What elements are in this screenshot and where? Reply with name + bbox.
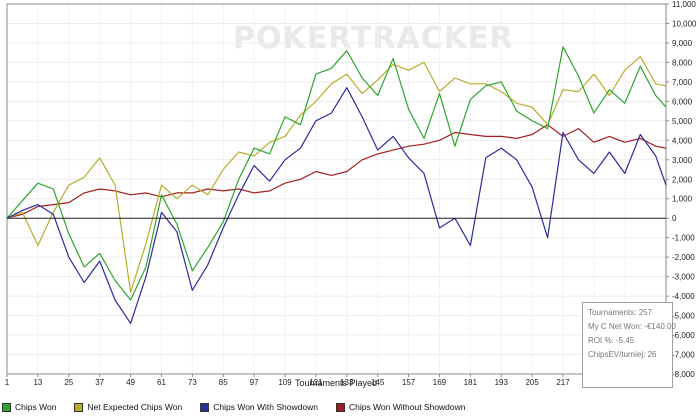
y-tick-label: -3,000 [672, 273, 695, 282]
x-tick-label: 13 [33, 378, 42, 387]
y-tick-label: -5,000 [672, 312, 695, 321]
legend-swatch [335, 402, 345, 412]
x-tick-label: 157 [402, 378, 416, 387]
stat-net-won: My C Net Won: -€140.00 [588, 322, 676, 331]
stat-chips-ev: ChipsEV/turniej: 26 [588, 350, 657, 359]
legend-label: Chips Won [15, 402, 57, 412]
grid [6, 3, 667, 375]
plot-frame [6, 3, 667, 375]
x-tick-label: 85 [219, 378, 228, 387]
legend-item: Chips Won With Showdown [200, 402, 318, 412]
legend-swatch [74, 402, 84, 412]
legend-label: Chips Won Without Showdown [348, 402, 466, 412]
legend-swatch [2, 402, 11, 412]
legend-label: Net Expected Chips Won [87, 402, 183, 412]
y-tick-label: 8,000 [672, 58, 693, 67]
x-tick-label: 121 [309, 378, 323, 387]
watermark: POKERTRACKER [233, 21, 514, 56]
x-axis-title: Tournaments Played [295, 378, 377, 388]
x-tick-label: 61 [157, 378, 166, 387]
series-line-chips-won-without-showdown [6, 124, 667, 219]
x-tick-label: 145 [371, 378, 385, 387]
series-line-chips-won-with-showdown [6, 87, 667, 324]
legend-swatch [200, 402, 210, 412]
series-layer [6, 46, 667, 324]
x-tick-label: 73 [188, 378, 197, 387]
y-axis: 11,000 10,000 9,000 8,000 7,000 6,000 5,000 4,0… [666, 0, 697, 379]
x-tick-label: 109 [278, 378, 292, 387]
y-tick-label: -1,000 [672, 234, 695, 243]
x-tick-label: 37 [95, 378, 104, 387]
x-tick-label: 25 [64, 378, 73, 387]
x-tick-label: 217 [556, 378, 570, 387]
x-tick-label: 1 [5, 378, 10, 387]
y-tick-label: -4,000 [672, 292, 695, 301]
legend-label: Chips Won With Showdown [213, 402, 318, 412]
legend-item: Chips Won [2, 402, 56, 412]
y-tick-label: 7,000 [672, 78, 693, 87]
series-line-chips-won [6, 46, 667, 301]
x-tick-label: 169 [433, 378, 447, 387]
stat-tournaments: Tournaments: 257 [588, 308, 653, 317]
legend: Chips Won Net Expected Chips Won Chips Won… [2, 398, 698, 416]
y-tick-label: 9,000 [672, 39, 693, 48]
y-tick-label: 11,000 [672, 0, 696, 9]
y-tick-label: 1,000 [672, 195, 693, 204]
legend-item: Chips Won Without Showdown [335, 402, 466, 412]
y-tick-label: 10,000 [672, 19, 697, 28]
stat-roi: ROI %: -5.45 [588, 336, 635, 345]
y-tick-label: 4,000 [672, 136, 693, 145]
y-tick-label: 5,000 [672, 117, 693, 126]
y-tick-label: -2,000 [672, 253, 695, 262]
x-tick-label: 205 [525, 378, 539, 387]
y-tick-label: 6,000 [672, 97, 693, 106]
y-tick-label: 2,000 [672, 175, 693, 184]
y-tick-label: 3,000 [672, 156, 693, 165]
y-tick-label: 0 [672, 214, 677, 223]
y-tick-label: -6,000 [672, 331, 695, 340]
x-tick-label: 97 [250, 378, 259, 387]
x-tick-label: 193 [495, 378, 509, 387]
series-line-net-expected-chips-won [6, 55, 667, 293]
y-tick-label: -8,000 [672, 370, 695, 379]
x-tick-label: 181 [464, 378, 478, 387]
x-tick-label: 133 [340, 378, 354, 387]
x-tick-label: 49 [126, 378, 135, 387]
legend-item: Net Expected Chips Won [74, 402, 182, 412]
y-tick-label: -7,000 [672, 351, 695, 360]
stats-box: Tournaments: 257 My C Net Won: -€140.00 … [582, 302, 676, 388]
